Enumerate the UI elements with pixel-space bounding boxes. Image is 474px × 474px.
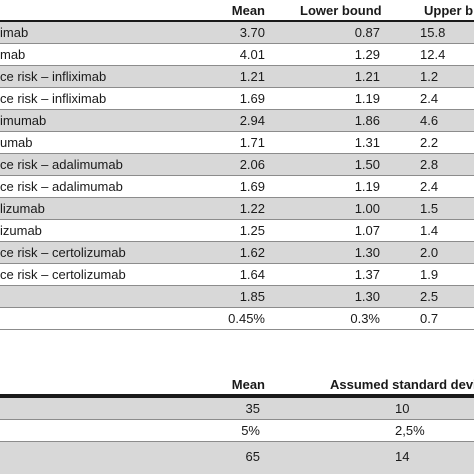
row-mean: 3.70 (239, 25, 265, 40)
row-mean: 2.94 (239, 113, 265, 128)
row-mean: 5% (241, 423, 260, 438)
row-upper: 4.6 (420, 113, 439, 128)
row-lower: 0.87 (354, 25, 380, 40)
row-lower: 1.37 (354, 267, 380, 282)
row-label: ce risk – certolizumab (0, 245, 126, 260)
header2-mean: Mean (231, 377, 265, 392)
row-upper: 1.2 (420, 69, 439, 84)
table-row: imumab 2.94 1.86 4.6 (0, 110, 474, 132)
table-row: imab 3.70 0.87 15.8 (0, 22, 474, 44)
row-upper: 2.2 (420, 135, 439, 150)
row-lower: 1.30 (354, 245, 380, 260)
row-label: mab (0, 47, 26, 62)
header-lower-bound: Lower bound (300, 3, 382, 18)
secondary-header: Mean Assumed standard deviati (0, 374, 474, 396)
row-sd: 2,5% (395, 423, 425, 438)
row-lower: 1.07 (354, 223, 380, 238)
row-mean: 1.62 (239, 245, 265, 260)
table-row: ce risk – infliximab 1.69 1.19 2.4 (0, 88, 474, 110)
row-lower: 1.31 (354, 135, 380, 150)
row-upper: 2.4 (420, 91, 439, 106)
row-mean: 1.85 (239, 289, 265, 304)
row-label: umab (0, 135, 33, 150)
row-label: imumab (0, 113, 47, 128)
table-row: ce risk – certolizumab 1.62 1.30 2.0 (0, 242, 474, 264)
table-row: ce risk – infliximab 1.21 1.21 1.2 (0, 66, 474, 88)
row-upper: 2.0 (420, 245, 439, 260)
row-upper: 12.4 (420, 47, 446, 62)
row-upper: 1.4 (420, 223, 439, 238)
row-label: izumab (0, 223, 42, 238)
row-mean: 35 (245, 401, 260, 416)
table-row: 5% 2,5% (0, 420, 474, 442)
table-row: 35 10 (0, 398, 474, 420)
table-row: umab 1.71 1.31 2.2 (0, 132, 474, 154)
row-mean: 1.69 (239, 91, 265, 106)
row-label: ce risk – infliximab (0, 91, 107, 106)
row-mean: 4.01 (239, 47, 265, 62)
row-label: ce risk – certolizumab (0, 267, 126, 282)
table-row: lizumab 1.22 1.00 1.5 (0, 198, 474, 220)
row-lower: 1.00 (354, 201, 380, 216)
header-upper-bound: Upper b (424, 3, 474, 18)
header2-sd: Assumed standard deviati (330, 377, 474, 392)
row-lower: 1.19 (354, 179, 380, 194)
row-label: ce risk – infliximab (0, 69, 107, 84)
row-mean: 2.06 (239, 157, 265, 172)
table-row: 1.85 1.30 2.5 (0, 286, 474, 308)
row-mean: 1.21 (239, 69, 265, 84)
row-mean: 1.71 (239, 135, 265, 150)
row-mean: 0.45% (228, 311, 265, 326)
row-label: imab (0, 25, 29, 40)
row-sd: 14 (395, 449, 410, 464)
row-upper: 15.8 (420, 25, 446, 40)
row-upper: 0.7 (420, 311, 439, 326)
row-mean: 1.64 (239, 267, 265, 282)
row-upper: 2.8 (420, 157, 439, 172)
row-lower: 1.30 (354, 289, 380, 304)
row-label: ce risk – adalimumab (0, 157, 123, 172)
row-upper: 2.4 (420, 179, 439, 194)
table-row: ce risk – adalimumab 1.69 1.19 2.4 (0, 176, 474, 198)
table-row: mab 4.01 1.29 12.4 (0, 44, 474, 66)
table-row: ce risk – certolizumab 1.64 1.37 1.9 (0, 264, 474, 286)
table-header-secondary (0, 374, 474, 398)
table-row: ce risk – adalimumab 2.06 1.50 2.8 (0, 154, 474, 176)
row-lower: 1.21 (354, 69, 380, 84)
row-lower: 1.29 (354, 47, 380, 62)
row-lower: 1.86 (354, 113, 380, 128)
row-upper: 2.5 (420, 289, 439, 304)
table-header: Mean Lower bound Upper b (0, 0, 474, 22)
row-label: lizumab (0, 201, 45, 216)
row-lower: 1.19 (354, 91, 380, 106)
row-lower: 1.50 (354, 157, 380, 172)
row-lower: 0.3% (350, 311, 380, 326)
row-label: ce risk – adalimumab (0, 179, 123, 194)
row-mean: 1.25 (239, 223, 265, 238)
table-row: 65 14 (0, 442, 474, 474)
row-sd: 10 (395, 401, 410, 416)
row-mean: 1.69 (239, 179, 265, 194)
row-mean: 65 (245, 449, 260, 464)
row-upper: 1.9 (420, 267, 439, 282)
row-mean: 1.22 (239, 201, 265, 216)
table-row: 0.45% 0.3% 0.7 (0, 308, 474, 330)
table-row: izumab 1.25 1.07 1.4 (0, 220, 474, 242)
header-mean: Mean (231, 3, 265, 18)
row-upper: 1.5 (420, 201, 439, 216)
